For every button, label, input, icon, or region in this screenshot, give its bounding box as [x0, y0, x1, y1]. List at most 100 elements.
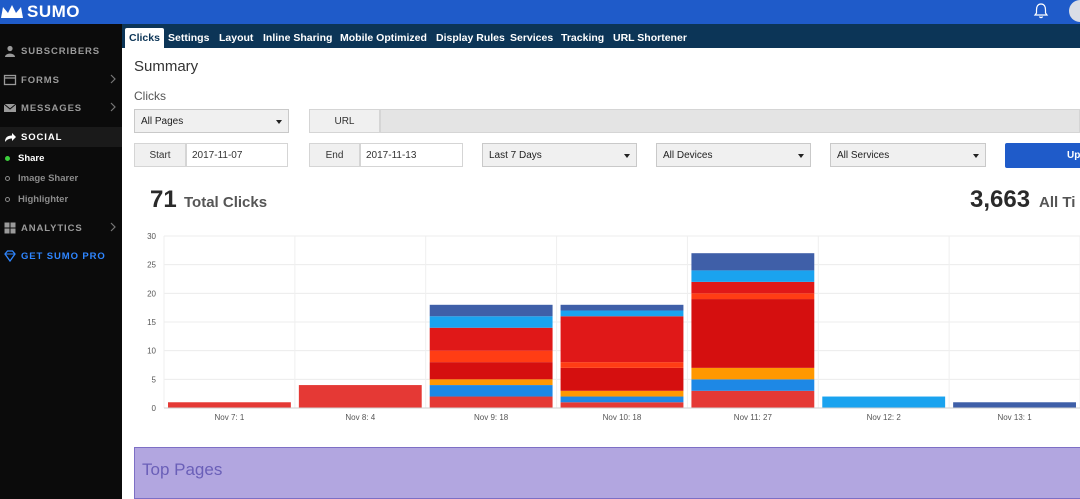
start-date-input[interactable]: 2017-11-07: [186, 143, 288, 167]
tab-services[interactable]: Services: [510, 32, 554, 44]
sidebar-subitem-label: Share: [18, 152, 45, 164]
end-date-input[interactable]: 2017-11-13: [360, 143, 463, 167]
x-tick-label: Nov 10: 18: [603, 413, 642, 422]
bar-segment: [429, 304, 553, 317]
top-bar: SUMO: [0, 0, 1080, 24]
devices-select[interactable]: All Devices: [656, 143, 811, 167]
sidebar-item-get-sumo-pro[interactable]: GET SUMO PRO: [0, 246, 122, 266]
tab-display-rules[interactable]: Display Rules: [436, 32, 505, 44]
sidebar-item-messages[interactable]: MESSAGES: [0, 98, 122, 118]
bar-segment: [953, 402, 1076, 408]
bar-segment: [560, 402, 684, 408]
sidebar-item-label: GET SUMO PRO: [21, 250, 106, 262]
bar-segment: [168, 402, 291, 408]
bar-segment: [691, 270, 815, 282]
bar-segment: [429, 350, 553, 363]
mail-icon: [3, 103, 17, 112]
window-icon: [3, 74, 17, 86]
bar-segment: [560, 367, 684, 391]
sidebar-item-social[interactable]: SOCIAL: [0, 127, 122, 147]
chevron-right-icon: [110, 74, 116, 84]
sidebar-subitem-share[interactable]: Share: [0, 148, 122, 168]
bar-segment: [691, 253, 815, 271]
bar-segment: [560, 304, 684, 311]
x-tick-label: Nov 13: 1: [997, 413, 1032, 422]
logo[interactable]: SUMO: [0, 0, 80, 24]
sidebar-subitem-highlighter[interactable]: Highlighter: [0, 189, 122, 209]
tab-settings[interactable]: Settings: [168, 32, 210, 44]
devices-select-value: All Devices: [663, 149, 713, 161]
tab-bar: Clicks Settings Layout Inline Sharing Mo…: [122, 24, 1080, 48]
end-label: End: [309, 143, 360, 167]
pages-select[interactable]: All Pages: [134, 109, 289, 133]
bar-segment: [429, 316, 553, 328]
crown-icon: [1, 5, 23, 18]
bar-segment: [429, 379, 553, 386]
tab-tracking[interactable]: Tracking: [561, 32, 605, 44]
bar-segment: [560, 396, 684, 403]
caret-down-icon: [624, 154, 630, 158]
all-time-label: All Ti: [1039, 194, 1076, 211]
bar-segment: [822, 396, 946, 408]
tab-mobile-optimized[interactable]: Mobile Optimized: [340, 32, 427, 44]
tab-inline-sharing[interactable]: Inline Sharing: [263, 32, 333, 44]
tab-url-shortener[interactable]: URL Shortener: [613, 32, 687, 44]
top-pages-title: Top Pages: [142, 460, 223, 479]
app-name: SUMO: [27, 2, 80, 21]
caret-down-icon: [973, 154, 979, 158]
chevron-right-icon: [110, 222, 116, 232]
active-dot-icon: [5, 155, 10, 161]
bar-segment: [429, 362, 553, 380]
bar-segment: [691, 367, 815, 380]
grid-icon: [4, 222, 16, 234]
bar-segment: [560, 390, 684, 397]
tab-clicks[interactable]: Clicks: [125, 28, 164, 48]
update-button[interactable]: Up: [1005, 143, 1080, 168]
date-range-select[interactable]: Last 7 Days: [482, 143, 637, 167]
user-icon: [5, 45, 15, 57]
y-tick-label: 20: [147, 289, 156, 298]
bar-segment: [691, 299, 815, 368]
chevron-right-icon: [110, 102, 116, 112]
bar-segment: [560, 362, 684, 368]
section-label: Clicks: [134, 89, 166, 103]
sidebar-subitem-label: Image Sharer: [18, 172, 79, 184]
sidebar-item-label: ANALYTICS: [21, 222, 83, 234]
bar-segment: [691, 379, 815, 391]
all-time-value: 3,663: [970, 186, 1031, 213]
clicks-chart: 0 5 10 15 20 25 30 Nov 7: 1 Nov 8: 4 Nov 9: 18 Nov…: [147, 232, 1080, 422]
bar-segment: [691, 281, 815, 294]
y-tick-label: 0: [152, 404, 157, 413]
bar-segment: [298, 385, 422, 408]
avatar[interactable]: [1069, 0, 1080, 22]
services-select[interactable]: All Services: [830, 143, 986, 167]
sidebar-item-subscribers[interactable]: SUBSCRIBERS: [0, 41, 122, 61]
sidebar-subitem-image-sharer[interactable]: Image Sharer: [0, 168, 122, 188]
total-clicks-label: Total Clicks: [184, 194, 268, 211]
total-clicks-value: 71: [150, 186, 177, 213]
diamond-icon: [4, 250, 16, 262]
sidebar-item-forms[interactable]: FORMS: [0, 70, 122, 90]
dot-icon: [5, 175, 10, 181]
bar-segment: [429, 385, 553, 397]
start-label: Start: [134, 143, 186, 167]
sidebar-item-label: MESSAGES: [21, 102, 83, 114]
y-tick-label: 15: [147, 318, 156, 327]
y-tick-label: 30: [147, 232, 156, 241]
sidebar: SUBSCRIBERS FORMS MESSAGES SOCIAL Share …: [0, 24, 122, 499]
url-input[interactable]: [380, 109, 1080, 133]
dot-icon: [5, 196, 10, 202]
sidebar-item-analytics[interactable]: ANALYTICS: [0, 218, 122, 238]
bar-segment: [560, 316, 684, 363]
x-tick-label: Nov 9: 18: [474, 413, 509, 422]
y-tick-label: 25: [147, 261, 156, 270]
sidebar-subitem-label: Highlighter: [18, 193, 69, 205]
y-tick-label: 5: [152, 375, 157, 384]
bell-icon[interactable]: [1032, 2, 1050, 20]
sidebar-item-label: SOCIAL: [21, 131, 63, 143]
sidebar-item-label: FORMS: [21, 74, 60, 86]
tab-layout[interactable]: Layout: [219, 32, 254, 44]
caret-down-icon: [276, 120, 282, 124]
sidebar-item-label: SUBSCRIBERS: [21, 45, 101, 57]
bar-segment: [691, 293, 815, 300]
